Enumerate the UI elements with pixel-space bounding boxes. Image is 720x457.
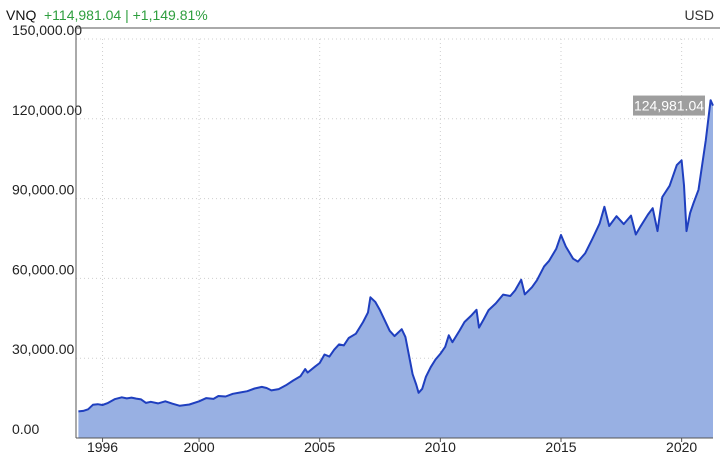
price-change: +114,981.04 | +1,149.81% — [44, 7, 208, 23]
chart-header: VNQ +114,981.04 | +1,149.81% USD — [0, 0, 720, 28]
y-tick-label: 120,000.00 — [12, 102, 82, 118]
y-axis: 0.00 30,000.00 60,000.00 90,000.00 120,000.0… — [12, 22, 720, 438]
x-axis: 1996 2000 2005 2010 2015 2020 — [76, 437, 713, 455]
x-tick-label: 1996 — [87, 439, 118, 455]
last-value-badge — [633, 95, 705, 116]
y-tick-label: 150,000.00 — [12, 22, 82, 38]
series-line[interactable] — [78, 99, 714, 413]
last-value-marker: 124,981.04 — [633, 95, 705, 116]
ticker-symbol: VNQ — [6, 7, 37, 23]
x-tick-label: 2005 — [304, 439, 335, 455]
series-area-fill — [78, 100, 713, 438]
x-tick-label: 2000 — [183, 439, 214, 455]
series-area — [78, 99, 714, 438]
y-tick-label: 60,000.00 — [12, 261, 74, 277]
currency-label: USD — [684, 7, 714, 23]
x-tick-label: 2010 — [425, 439, 456, 455]
x-tick-label: 2020 — [666, 439, 697, 455]
x-tick-label: 2015 — [545, 439, 576, 455]
y-tick-label: 30,000.00 — [12, 341, 74, 357]
y-tick-label: 0.00 — [12, 421, 39, 437]
last-value-label: 124,981.04 — [634, 98, 704, 114]
y-tick-label: 90,000.00 — [12, 182, 74, 198]
